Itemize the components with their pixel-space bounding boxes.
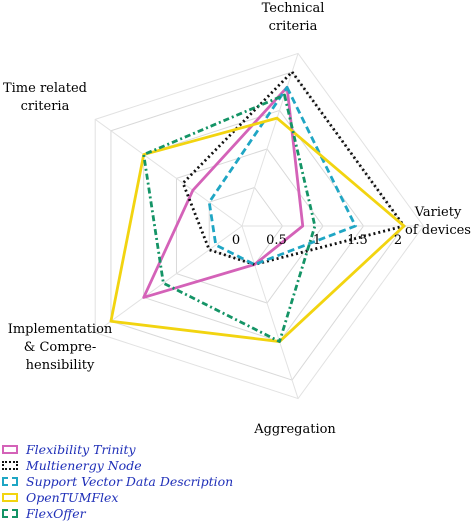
tick-label: 1	[313, 233, 321, 248]
legend-swatch	[2, 508, 18, 518]
radar-chart: 0 0.5 1 1.5 2 Technical criteria Variety of dev…	[3, 1, 471, 437]
legend-item: Flexibility Trinity	[2, 442, 472, 458]
radar-series	[109, 70, 406, 343]
legend-label: Support Vector Data Description	[26, 473, 234, 489]
legend-label: Flexibility Trinity	[26, 442, 136, 458]
series-flexibility-trinity	[142, 85, 305, 299]
tick-label: 0.5	[266, 233, 287, 248]
tick-label: 1.5	[347, 233, 368, 248]
legend-label: FlexOffer	[26, 505, 86, 521]
series-opentumflex	[109, 116, 406, 343]
grid-frame	[94, 52, 425, 400]
axis-label: Technical criteria	[262, 1, 325, 34]
grid-spoke	[241, 225, 299, 399]
legend-swatch	[2, 445, 18, 455]
legend-label: Multienergy Node	[26, 458, 142, 474]
tick-label: 0	[232, 233, 240, 248]
grid-ring	[208, 186, 284, 266]
axis-labels: Technical criteria Variety of devices Aggreg…	[3, 1, 471, 437]
axis-label: Implementation & Compre-hensibility	[8, 322, 113, 373]
legend-swatch	[2, 492, 18, 502]
series-flexoffer	[142, 93, 317, 343]
legend-item: OpenTUMFlex	[2, 489, 472, 505]
tick-label: 2	[394, 233, 402, 248]
radial-tick-labels: 0 0.5 1 1.5 2	[232, 233, 402, 248]
grid-spoke	[241, 53, 299, 227]
grid-spoke	[94, 225, 243, 334]
grid-ring	[110, 71, 405, 381]
legend-item: FlexOffer	[2, 505, 472, 521]
axis-label: Variety of devices	[405, 205, 471, 238]
axis-label: Time related criteria	[3, 81, 87, 114]
legend-item: Support Vector Data Description	[2, 474, 472, 490]
legend-swatch	[2, 461, 18, 471]
legend-item: Multienergy Node	[2, 458, 472, 474]
radar-grid	[94, 52, 425, 400]
legend-label: OpenTUMFlex	[26, 489, 119, 505]
series-multienergy-node	[181, 70, 406, 266]
grid-spoke	[94, 118, 243, 227]
legend-swatch	[2, 476, 18, 486]
legend: Flexibility Trinity Multienergy Node Suppo…	[2, 442, 472, 521]
axis-label: Aggregation	[253, 422, 336, 437]
